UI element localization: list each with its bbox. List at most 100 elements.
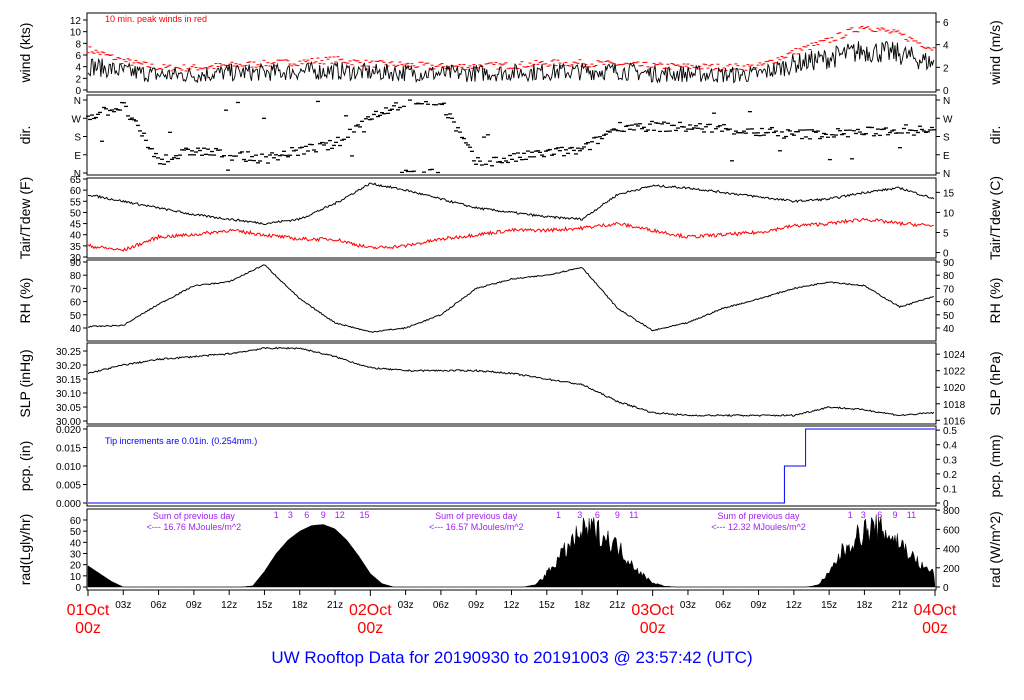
rad-uv-label: 11 [907,510,916,520]
rad-ytick-label: 40 [70,538,82,549]
slp-ylabel: SLP (inHg) [17,349,33,417]
rad-uv-label: 6 [304,510,309,520]
rh-ytick-right-label: 90 [943,258,955,269]
pcp-ytick-right-label: 0.2 [943,470,957,481]
rh-ylabel: RH (%) [17,278,33,324]
dir-ylabel-right: dir. [987,126,1003,145]
pcp-ytick-label: 0.010 [56,462,81,473]
dir-panel [83,94,940,176]
rad-uv-label: 12 [335,510,345,520]
rad-uv-label: 11 [629,510,638,520]
x-day-time-label: 00z [640,620,666,637]
pcp-ytick-label: 0.015 [56,444,81,455]
tair-ytick-label: 45 [70,220,82,231]
tair-panel [83,177,940,259]
slp-ytick-label: 30.10 [56,389,81,400]
rh-ytick-right-label: 70 [943,284,955,295]
rad-ytick-right-label: 400 [943,545,960,556]
slp-ytick-label: 30.00 [56,417,81,428]
rad-ytick-label: 0 [75,583,81,594]
wind-ytick-label: 8 [75,39,81,50]
x-tick-label: 18z [574,600,590,611]
pcp-ytick-right-label: 0.1 [943,484,957,495]
pcp-ylabel-right: pcp. (mm) [987,435,1003,498]
dir-ylabel: dir. [17,126,33,145]
wind-ytick-label: 10 [70,28,82,39]
x-day-date-label: 02Oct [349,602,392,619]
wind-ytick-right-label: 2 [943,63,949,74]
rad-uv-label: 3 [577,510,582,520]
tair-ylabel: Tair/Tdew (F) [17,177,33,259]
rad-ytick-label: 60 [70,516,82,527]
rad-daily-sum-value: <--- 16.57 MJoules/m^2 [429,522,524,532]
rh-series-line [87,264,934,333]
x-day-time-label: 00z [357,620,383,637]
wind-series-line [87,40,935,84]
rh-ytick-right-label: 40 [943,324,955,335]
pcp-panel [83,425,940,507]
rad-daily-sum-value: <--- 16.76 MJoules/m^2 [147,522,242,532]
tair-ytick-right-label: 5 [943,228,949,239]
tair-ytick-label: 50 [70,208,82,219]
rad-uv-label: 6 [877,510,882,520]
x-day-date-label: 03Oct [631,602,674,619]
x-tick-label: 12z [221,600,237,611]
rad-ytick-right-label: 800 [943,506,960,517]
dir-ytick-right-label: N [943,96,950,107]
x-tick-label: 09z [750,600,766,611]
rad-ylabel: rad(Lgly/hr) [17,514,33,586]
rh-frame [86,259,937,342]
dir-ytick-right-label: S [943,133,950,144]
x-tick-label: 12z [786,600,802,611]
wind-ytick-right-label: 4 [943,41,949,52]
wind-ytick-label: 0 [75,86,81,97]
rad-uv-label: 3 [288,510,293,520]
rad-ytick-label: 30 [70,550,82,561]
tair-ytick-right-label: 15 [943,188,955,199]
slp-ytick-label: 30.15 [56,375,81,386]
x-tick-label: 03z [115,600,131,611]
wind-panel [83,12,940,93]
rad-uv-label: 6 [595,510,600,520]
slp-ytick-right-label: 1022 [943,367,966,378]
tair-ylabel-right: Tair/Tdew (C) [987,176,1003,260]
rad-ytick-right-label: 200 [943,564,960,575]
slp-ytick-right-label: 1024 [943,350,966,361]
rh-ytick-label: 50 [70,311,82,322]
rh-ytick-right-label: 60 [943,298,955,309]
tair-ytick-right-label: 0 [943,249,949,260]
rh-panel [83,259,940,342]
x-day-date-label: 04Oct [914,602,957,619]
pcp-ytick-label: 0.005 [56,481,81,492]
x-tick-label: 06z [433,600,449,611]
slp-ytick-right-label: 1020 [943,383,966,394]
wind-annotation: 10 min. peak winds in red [105,14,207,24]
pcp-ytick-right-label: 0.4 [943,441,957,452]
x-tick-label: 09z [468,600,484,611]
wind-ytick-right-label: 6 [943,18,949,29]
tair-frame [86,177,937,259]
rh-ytick-label: 90 [70,258,82,269]
tair-series-line [87,182,935,225]
rad-area [87,514,936,588]
x-tick-label: 21z [327,600,343,611]
slp-series-line [87,346,935,417]
x-tick-label: 12z [503,600,519,611]
rh-ytick-right-label: 80 [943,271,955,282]
slp-ytick-right-label: 1018 [943,400,966,411]
tair-ytick-label: 55 [70,197,82,208]
x-tick-label: 06z [151,600,167,611]
wind-ylabel: wind (kts) [17,23,33,84]
rad-uv-label: 15 [359,510,369,520]
rad-daily-sum-label: Sum of previous day [718,511,801,521]
wind-ytick-label: 12 [70,16,82,27]
x-tick-label: 03z [680,600,696,611]
tair-ytick-label: 40 [70,231,82,242]
wind-frame [86,12,937,93]
rad-ytick-right-label: 0 [943,583,949,594]
x-tick-label: 03z [398,600,414,611]
x-day-date-label: 01Oct [67,602,110,619]
wind-ylabel-right: wind (m/s) [987,20,1003,86]
rad-ytick-label: 10 [70,572,82,583]
